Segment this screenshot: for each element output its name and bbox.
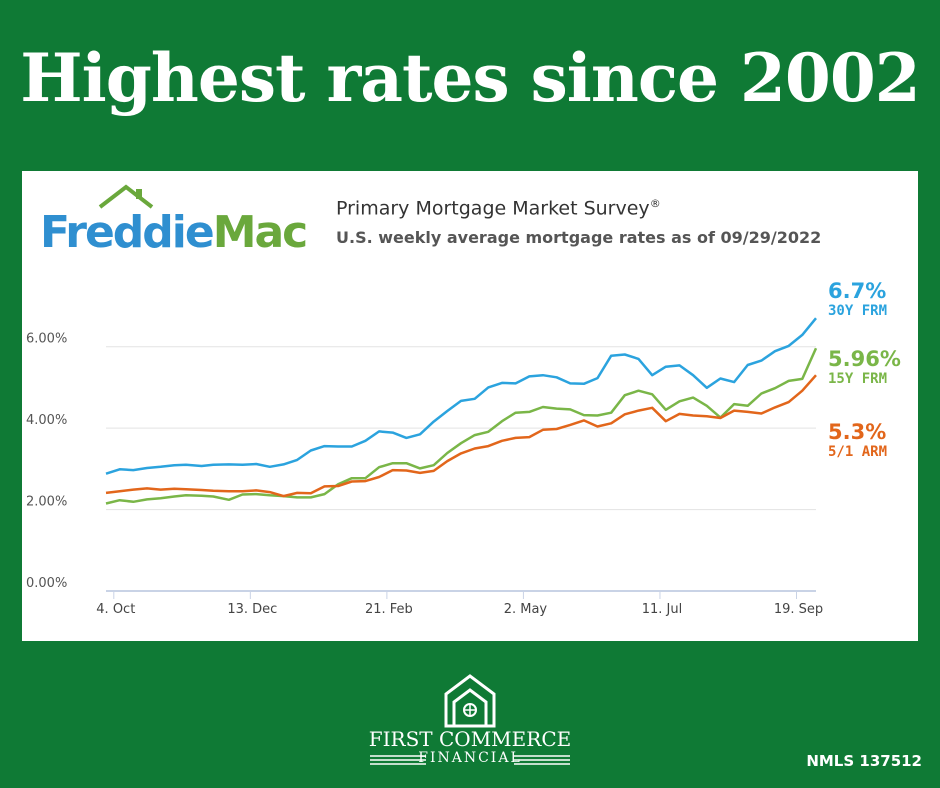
house-roof-icon: [98, 184, 154, 209]
logo-word-mac: Mac: [212, 207, 309, 258]
survey-title-text: Primary Mortgage Market Survey: [336, 197, 650, 220]
label-arm-name: 5/1 ARM: [828, 444, 888, 460]
x-tick-label: 19. Sep: [774, 602, 823, 617]
label-30y-value: 6.7%: [828, 279, 887, 303]
y-tick-label: 0.00%: [26, 576, 67, 591]
label-arm: 5.3% 5/1 ARM: [828, 420, 887, 460]
first-commerce-logo-icon: [370, 674, 570, 765]
x-tick-label: 21. Feb: [365, 602, 413, 617]
logo-word-freddie: Freddie: [40, 207, 215, 258]
x-tick-label: 11. Jul: [642, 602, 683, 617]
company-name: FIRST COMMERCE: [368, 727, 572, 751]
registered-mark: ®: [649, 197, 661, 210]
nmls-number: NMLS 137512: [806, 752, 922, 770]
rates-line-chart: 0.00% 2.00% 4.00% 6.00% 4. Oct 13. Dec 21. Feb…: [26, 317, 823, 617]
x-tick-label: 2. May: [504, 602, 548, 617]
label-arm-value: 5.3%: [828, 420, 887, 444]
survey-subtitle: U.S. weekly average mortgage rates as of…: [336, 228, 822, 247]
series-line-frm15: [105, 347, 818, 505]
label-30y-name: 30Y FRM: [828, 303, 888, 319]
headline-title: Highest rates since 2002: [20, 39, 920, 117]
label-15y: 5.96% 15Y FRM: [828, 347, 901, 387]
chart-card: FreddieMac Primary Mortgage Market Surve…: [22, 171, 918, 641]
x-tick-label: 4. Oct: [96, 602, 135, 617]
freddie-mac-logo: FreddieMac: [40, 181, 310, 261]
y-tick-label: 4.00%: [26, 413, 67, 428]
survey-title: Primary Mortgage Market Survey®: [336, 197, 661, 219]
label-30y: 6.7% 30Y FRM: [828, 279, 887, 319]
series-line-arm51: [105, 374, 817, 498]
y-tick-label: 2.00%: [26, 495, 67, 510]
x-tick-label: 13. Dec: [227, 602, 277, 617]
company-subname: FINANCIAL: [418, 750, 522, 766]
y-tick-label: 6.00%: [26, 332, 67, 347]
label-15y-value: 5.96%: [828, 347, 901, 371]
label-15y-name: 15Y FRM: [828, 371, 888, 387]
series-line-frm30: [105, 317, 817, 475]
logo-wordmark: FreddieMac: [40, 207, 309, 258]
